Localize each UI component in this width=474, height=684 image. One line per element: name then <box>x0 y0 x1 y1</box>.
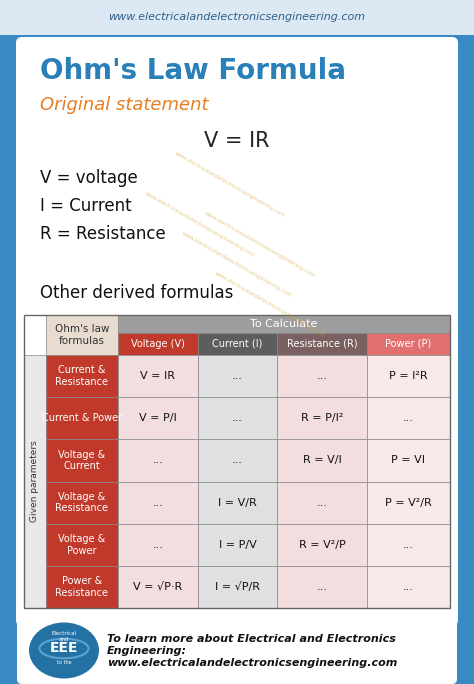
Bar <box>118 566 198 608</box>
Bar <box>46 397 118 439</box>
Text: to the: to the <box>57 660 71 665</box>
Bar <box>0 0 474 35</box>
Bar <box>46 482 118 524</box>
Text: Voltage &
Power: Voltage & Power <box>58 534 106 555</box>
Bar <box>24 355 46 608</box>
Text: V = IR: V = IR <box>204 131 270 151</box>
Text: www.electricalandelectronicsengineering.com: www.electricalandelectronicsengineering.… <box>109 12 365 22</box>
Bar <box>198 439 277 482</box>
FancyBboxPatch shape <box>17 617 457 684</box>
Bar <box>46 439 118 482</box>
Text: P = V²/R: P = V²/R <box>385 497 432 508</box>
Text: Power &
Resistance: Power & Resistance <box>55 576 109 598</box>
Bar <box>367 397 450 439</box>
Bar <box>198 355 277 397</box>
Text: Current (I): Current (I) <box>212 339 263 349</box>
Text: ...: ... <box>232 456 243 465</box>
Text: Engineering:: Engineering: <box>107 646 187 655</box>
Bar <box>277 439 367 482</box>
Bar <box>367 524 450 566</box>
Bar <box>198 397 277 439</box>
Text: V = P/I: V = P/I <box>139 413 177 423</box>
Bar <box>118 524 198 566</box>
Bar <box>277 333 367 355</box>
Bar <box>118 482 198 524</box>
Bar <box>198 524 277 566</box>
Bar <box>367 566 450 608</box>
Text: R = Resistance: R = Resistance <box>40 225 166 243</box>
FancyBboxPatch shape <box>16 37 458 626</box>
Bar <box>46 566 118 608</box>
Text: To learn more about Electrical and Electronics: To learn more about Electrical and Elect… <box>107 633 396 644</box>
Bar <box>277 524 367 566</box>
Text: V = voltage: V = voltage <box>40 169 138 187</box>
Text: P = VI: P = VI <box>392 456 426 465</box>
Text: ...: ... <box>153 456 163 465</box>
Text: To Calculate: To Calculate <box>250 319 318 329</box>
Text: ...: ... <box>232 413 243 423</box>
Bar <box>367 439 450 482</box>
Bar <box>198 333 277 355</box>
Text: www.electricalandelectronicsengineering.com: www.electricalandelectronicsengineering.… <box>144 190 256 258</box>
Bar <box>367 355 450 397</box>
Text: I = Current: I = Current <box>40 197 132 215</box>
Text: I = V/R: I = V/R <box>218 497 257 508</box>
Text: R = V/I: R = V/I <box>303 456 342 465</box>
Bar <box>198 482 277 524</box>
Bar <box>367 333 450 355</box>
Text: ...: ... <box>317 497 328 508</box>
Bar <box>118 355 198 397</box>
Text: Ohm's Law Formula: Ohm's Law Formula <box>40 57 346 85</box>
Text: EEE: EEE <box>50 640 78 655</box>
Text: Resistance (R): Resistance (R) <box>287 339 357 349</box>
Bar <box>46 355 118 397</box>
Text: P = I²R: P = I²R <box>389 371 428 381</box>
Bar <box>118 439 198 482</box>
Bar <box>24 315 450 608</box>
Ellipse shape <box>29 622 99 679</box>
Bar <box>277 482 367 524</box>
Bar <box>277 566 367 608</box>
Bar <box>118 397 198 439</box>
Text: Other derived formulas: Other derived formulas <box>40 284 233 302</box>
Text: R = V²/P: R = V²/P <box>299 540 346 550</box>
Text: ...: ... <box>403 413 414 423</box>
Text: www.electricalandelectronicsengineering.com: www.electricalandelectronicsengineering.… <box>174 150 286 218</box>
Text: V = IR: V = IR <box>140 371 175 381</box>
Bar <box>367 482 450 524</box>
Text: Current & Power: Current & Power <box>42 413 122 423</box>
Text: Given parameters: Given parameters <box>30 440 39 523</box>
Text: I = √P/R: I = √P/R <box>215 582 260 592</box>
Text: Ohm's law
formulas: Ohm's law formulas <box>55 324 109 346</box>
Text: Voltage &
Resistance: Voltage & Resistance <box>55 492 109 514</box>
Text: ...: ... <box>317 582 328 592</box>
Text: www.electricalandelectronicsengineering.com: www.electricalandelectronicsengineering.… <box>204 210 316 278</box>
Text: Voltage (V): Voltage (V) <box>131 339 185 349</box>
Bar <box>277 355 367 397</box>
Text: ...: ... <box>403 582 414 592</box>
Bar <box>198 566 277 608</box>
Bar <box>277 397 367 439</box>
Text: www.electricalandelectronicsengineering.com: www.electricalandelectronicsengineering.… <box>107 657 397 668</box>
Bar <box>118 333 198 355</box>
Text: Electrical
and: Electrical and <box>52 631 77 642</box>
Text: ...: ... <box>403 540 414 550</box>
Text: Original statement: Original statement <box>40 96 209 114</box>
Text: Current &
Resistance: Current & Resistance <box>55 365 109 387</box>
Text: I = P/V: I = P/V <box>219 540 256 550</box>
Text: V = √P·R: V = √P·R <box>133 582 182 592</box>
Text: ...: ... <box>153 497 163 508</box>
Text: ...: ... <box>317 371 328 381</box>
Text: Power (P): Power (P) <box>385 339 432 349</box>
Bar <box>118 315 450 333</box>
Text: www.electricalandelectronicsengineering.com: www.electricalandelectronicsengineering.… <box>181 231 293 298</box>
Text: R = P/I²: R = P/I² <box>301 413 343 423</box>
Bar <box>46 315 118 355</box>
Bar <box>46 524 118 566</box>
Text: Voltage &
Current: Voltage & Current <box>58 449 106 471</box>
Text: ...: ... <box>153 540 163 550</box>
Text: ...: ... <box>232 371 243 381</box>
Text: www.electricalandelectronicsengineering.com: www.electricalandelectronicsengineering.… <box>214 270 326 338</box>
